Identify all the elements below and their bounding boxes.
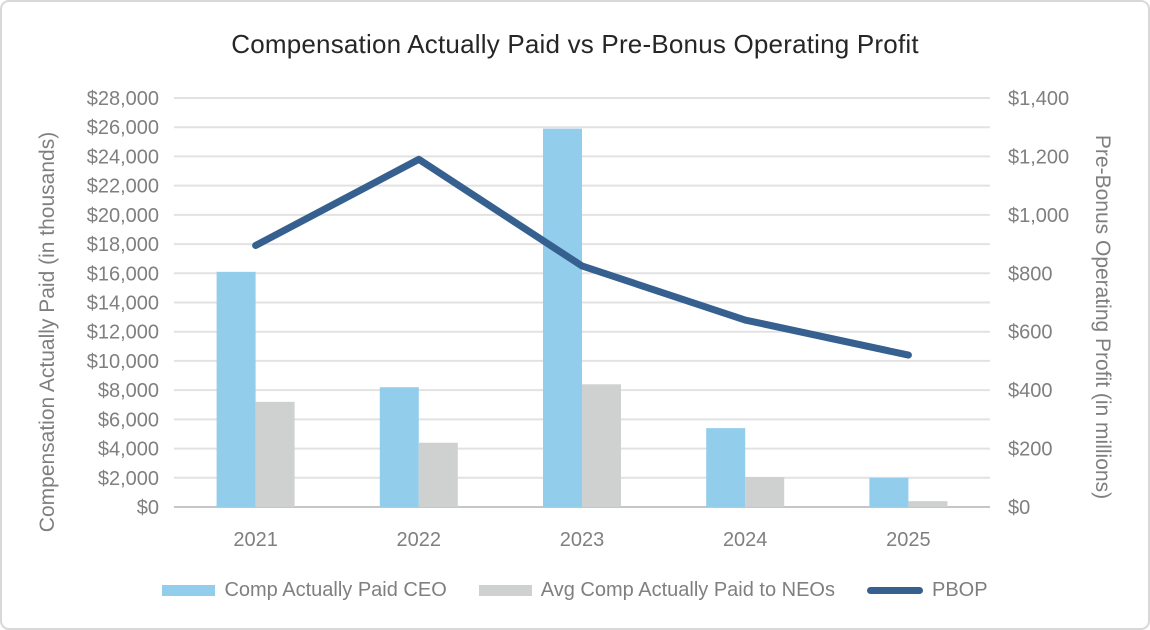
right-axis-tick: $800 (1008, 263, 1053, 285)
left-axis-tick: $26,000 (87, 117, 159, 139)
right-axis-tick: $0 (1008, 497, 1030, 519)
pbop-series-swatch (866, 587, 923, 594)
left-axis-tick: $18,000 (87, 234, 159, 256)
left-axis-tick: $12,000 (87, 322, 159, 344)
legend-label-pbop: PBOP (931, 579, 988, 601)
bar-neo-2024 (745, 477, 785, 507)
bar-ceo-2024 (706, 428, 746, 507)
left-axis-tick: $10,000 (87, 351, 159, 373)
bar-ceo-2025 (869, 477, 909, 507)
right-axis-tick: $200 (1008, 439, 1053, 461)
left-axis-tick: $2,000 (98, 468, 159, 490)
left-axis-tick: $22,000 (87, 176, 159, 198)
bar-neo-2025 (908, 501, 948, 507)
right-axis-title: Pre-Bonus Operating Profit (in millions) (1091, 134, 1114, 500)
x-axis-label: 2021 (233, 529, 278, 551)
right-axis-tick: $1,200 (1008, 146, 1069, 168)
legend: Comp Actually Paid CEO Avg Comp Actually… (2, 579, 1148, 602)
pbop-line (252, 155, 912, 359)
left-axis-tick: $8,000 (98, 380, 159, 402)
bar-ceo-2022 (379, 387, 419, 507)
legend-item-neo: Avg Comp Actually Paid to NEOs (478, 579, 835, 602)
right-axis-tick: $400 (1008, 380, 1053, 402)
bar-ceo-2023 (543, 128, 582, 508)
left-axis-tick: $0 (137, 497, 159, 519)
bar-neo-2022 (418, 442, 458, 507)
x-axis-label: 2023 (560, 529, 605, 551)
chart-title: Compensation Actually Paid vs Pre-Bonus … (231, 29, 919, 59)
legend-label-neo: Avg Comp Actually Paid to NEOs (540, 579, 835, 601)
right-axis-tick: $1,000 (1008, 205, 1069, 227)
ceo-series-swatch (162, 585, 216, 596)
left-axis-title: Compensation Actually Paid (in thousands… (36, 131, 59, 533)
left-axis-tick: $28,000 (87, 88, 159, 110)
left-axis-tick: $4,000 (98, 439, 159, 461)
right-axis-tick: $600 (1008, 322, 1053, 344)
right-axis-tick: $1,400 (1008, 88, 1069, 110)
bar-neo-2023 (582, 384, 621, 507)
bar-neo-2021 (255, 401, 295, 507)
bar-ceo-2021 (216, 271, 256, 507)
left-axis-tick: $20,000 (87, 205, 159, 227)
legend-label-ceo: Comp Actually Paid CEO (224, 579, 447, 601)
x-axis-label: 2025 (886, 529, 931, 551)
neo-series-swatch (478, 585, 532, 596)
left-axis-tick: $16,000 (87, 263, 159, 285)
left-axis-tick: $6,000 (98, 409, 159, 431)
x-axis-label: 2024 (723, 529, 768, 551)
legend-item-ceo: Comp Actually Paid CEO (162, 579, 447, 602)
x-axis-label: 2022 (397, 529, 442, 551)
left-axis-tick: $24,000 (87, 146, 159, 168)
legend-item-pbop: PBOP (866, 579, 988, 602)
left-axis-tick: $14,000 (87, 293, 159, 315)
